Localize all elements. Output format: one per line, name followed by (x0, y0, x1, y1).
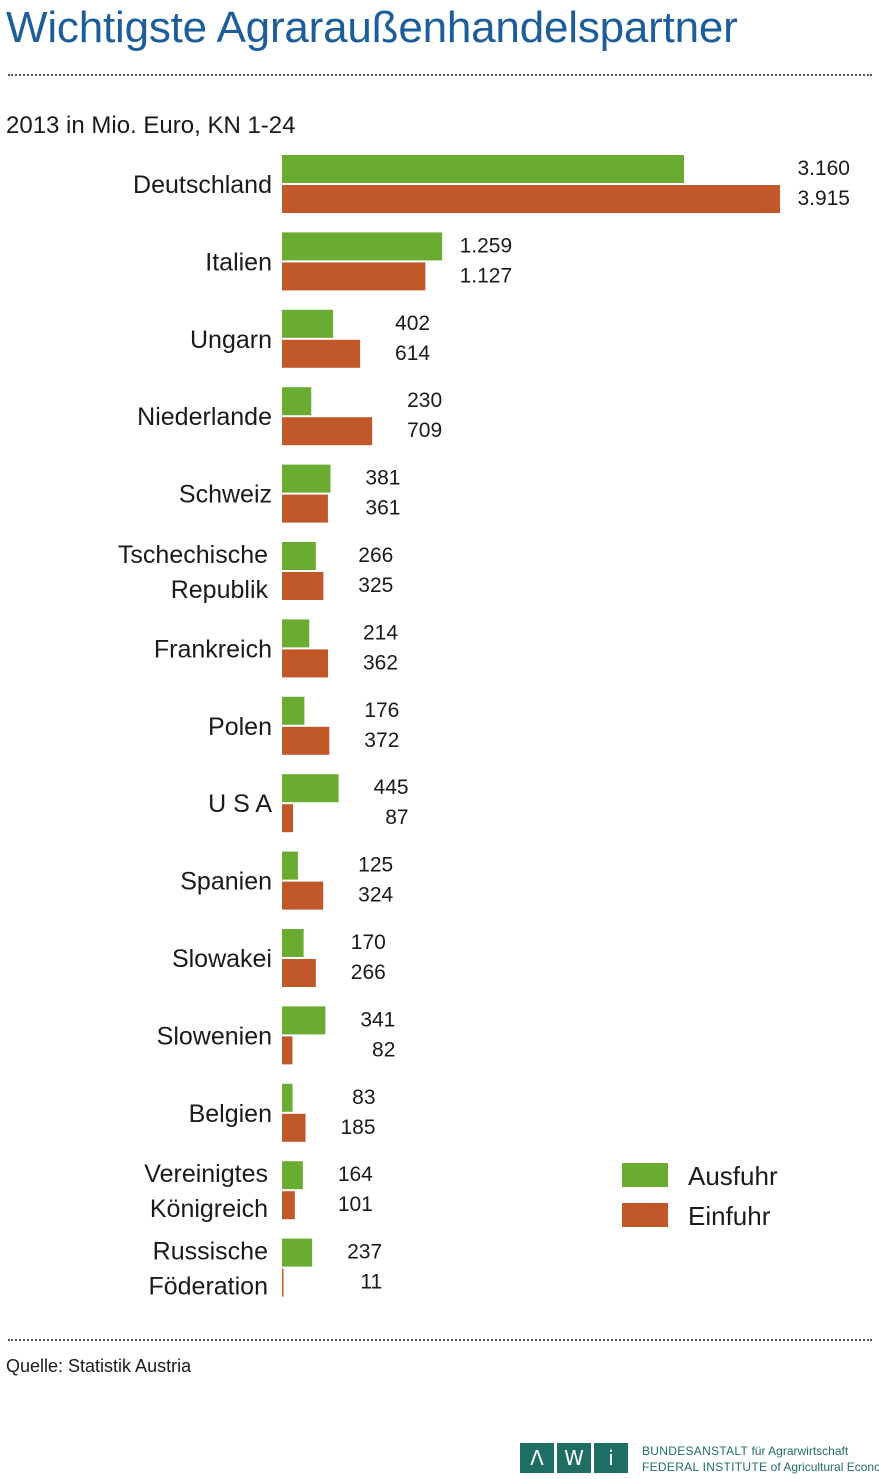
category-label: U S A (208, 790, 272, 818)
einfuhr-bar (282, 649, 329, 678)
einfuhr-bar (282, 726, 330, 755)
einfuhr-value-label: 185 (340, 1116, 375, 1139)
category-label: Spanien (180, 868, 272, 896)
category-label: Slowenien (157, 1022, 272, 1050)
ausfuhr-value-label: 230 (407, 389, 442, 412)
institute-name-en: FEDERAL INSTITUTE of Agricultural Econom… (642, 1460, 879, 1474)
einfuhr-value-label: 325 (358, 574, 393, 597)
awi-logo: Λ W i (520, 1443, 628, 1473)
ausfuhr-bar (282, 464, 331, 493)
einfuhr-value-label: 11 (360, 1271, 382, 1294)
ausfuhr-value-label: 214 (363, 621, 398, 644)
category-label-line: Königreich (150, 1195, 268, 1223)
ausfuhr-bar (282, 1161, 303, 1190)
einfuhr-value-label: 324 (358, 884, 393, 907)
ausfuhr-bar (282, 774, 339, 803)
legend-swatch-einfuhr (622, 1203, 668, 1227)
einfuhr-bar (282, 339, 361, 368)
bottom-divider (8, 1339, 872, 1341)
einfuhr-value-label: 82 (372, 1038, 395, 1061)
category-label-line: Föderation (148, 1273, 268, 1301)
ausfuhr-value-label: 381 (365, 467, 400, 490)
top-divider (8, 74, 872, 76)
ausfuhr-bar (282, 696, 305, 725)
ausfuhr-bar (282, 1083, 293, 1112)
einfuhr-bar (282, 959, 316, 987)
legend-label-einfuhr: Einfuhr (688, 1201, 771, 1231)
einfuhr-bar (282, 1191, 295, 1220)
ausfuhr-bar (282, 232, 443, 261)
einfuhr-value-label: 614 (395, 342, 430, 365)
ausfuhr-value-label: 1.259 (460, 234, 513, 257)
page-title: Wichtigste Agraraußenhandelspartner (6, 3, 738, 52)
ausfuhr-value-label: 402 (395, 312, 430, 335)
category-label: Italien (205, 248, 272, 276)
einfuhr-bar (282, 572, 324, 600)
einfuhr-value-label: 87 (385, 806, 408, 829)
institute-name-de: BUNDESANSTALT für Agrarwirtschaft (642, 1444, 849, 1458)
ausfuhr-bar (282, 929, 304, 957)
category-label: Deutschland (133, 171, 272, 199)
ausfuhr-value-label: 83 (352, 1086, 375, 1109)
institute-name: BUNDESANSTALT für Agrarwirtschaft FEDERA… (642, 1443, 879, 1475)
ausfuhr-value-label: 164 (338, 1163, 373, 1186)
bar-chart: Deutschland 3.160 3.915 Italien 1.259 1.127 Un… (118, 155, 850, 1301)
logo-letter-w: W (557, 1443, 591, 1473)
ausfuhr-bar (282, 155, 684, 183)
category-label: Tschechische Republik (118, 541, 269, 604)
einfuhr-value-label: 266 (351, 961, 386, 984)
ausfuhr-bar (282, 619, 310, 648)
einfuhr-bar (282, 1113, 306, 1142)
ausfuhr-bar (282, 1006, 326, 1035)
category-label: Vereinigtes Königreich (144, 1160, 268, 1223)
ausfuhr-bar (282, 387, 312, 416)
ausfuhr-value-label: 266 (358, 544, 393, 567)
category-label-line: Republik (171, 576, 269, 604)
ausfuhr-value-label: 237 (347, 1241, 382, 1264)
category-label: Slowakei (172, 945, 272, 973)
ausfuhr-value-label: 176 (364, 699, 399, 722)
category-label: Ungarn (190, 326, 272, 354)
category-label: Frankreich (154, 635, 272, 663)
ausfuhr-value-label: 445 (374, 776, 409, 799)
einfuhr-value-label: 101 (338, 1193, 373, 1216)
einfuhr-value-label: 3.915 (797, 187, 850, 210)
category-label: Niederlande (137, 403, 272, 431)
einfuhr-bar (282, 804, 294, 833)
einfuhr-value-label: 1.127 (460, 264, 513, 287)
ausfuhr-bar (282, 309, 334, 338)
ausfuhr-bar (282, 542, 316, 570)
einfuhr-bar (282, 185, 780, 213)
category-label: Schweiz (179, 481, 272, 509)
category-label: Belgien (189, 1100, 272, 1128)
einfuhr-bar (282, 417, 373, 446)
einfuhr-value-label: 709 (407, 419, 442, 442)
einfuhr-value-label: 362 (363, 651, 398, 674)
logo-letter-a: Λ (520, 1443, 554, 1473)
chart-subtitle: 2013 in Mio. Euro, KN 1-24 (6, 112, 296, 139)
legend-label-ausfuhr: Ausfuhr (688, 1161, 778, 1191)
legend-swatch-ausfuhr (622, 1163, 668, 1187)
ausfuhr-value-label: 341 (360, 1008, 395, 1031)
source-note: Quelle: Statistik Austria (6, 1356, 192, 1376)
ausfuhr-bar (282, 851, 298, 880)
ausfuhr-value-label: 170 (351, 931, 386, 954)
category-label: Russische Föderation (148, 1238, 268, 1301)
einfuhr-bar (282, 494, 328, 523)
logo-letter-i: i (594, 1443, 628, 1473)
einfuhr-bar (282, 1036, 293, 1065)
ausfuhr-value-label: 125 (358, 854, 393, 877)
category-label-line: Tschechische (118, 541, 268, 569)
einfuhr-value-label: 361 (365, 497, 400, 520)
einfuhr-bar (282, 262, 426, 291)
ausfuhr-bar (282, 1238, 313, 1267)
einfuhr-bar (282, 1268, 284, 1297)
ausfuhr-value-label: 3.160 (797, 157, 850, 180)
einfuhr-value-label: 372 (364, 729, 399, 752)
category-label-line: Russische (153, 1238, 268, 1266)
einfuhr-bar (282, 881, 324, 910)
category-label-line: Vereinigtes (144, 1160, 268, 1188)
category-label: Polen (208, 713, 272, 741)
